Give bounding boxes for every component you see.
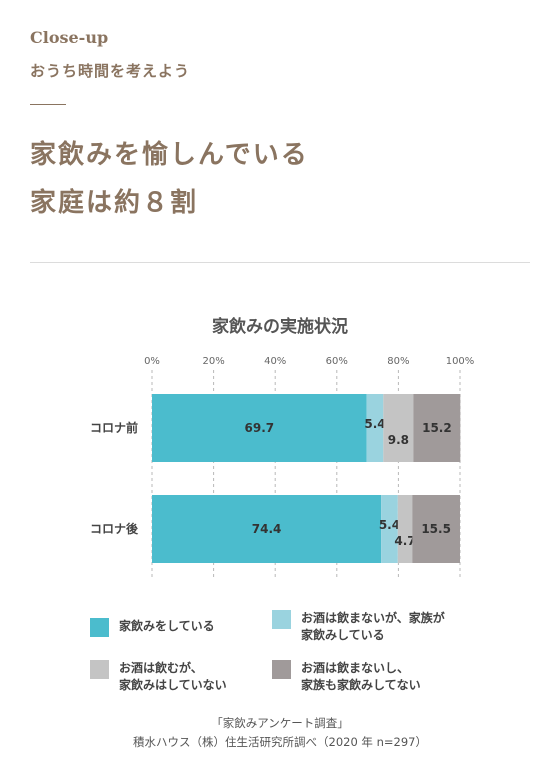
legend-label-2: お酒は飲まないが、家族が 家飲みしている (301, 611, 445, 642)
section-subhead: おうち時間を考えよう (30, 62, 191, 80)
data-label: 9.8 (388, 433, 409, 447)
headline-line-1: 家飲みを愉しんでいる (30, 140, 309, 170)
legend-label-3: お酒は飲むが、 家飲みはしていない (119, 661, 227, 692)
legend-swatch-3 (90, 660, 109, 679)
legend-item-2: お酒は飲まないが、家族が 家飲みしている (272, 610, 445, 644)
bar-segment (413, 394, 461, 462)
source-line-1: 「家飲みアンケート調査」 (211, 716, 349, 730)
x-tick-label: 80% (387, 356, 409, 367)
x-tick-label: 0% (144, 356, 160, 367)
chart-legend: 家飲みをしている お酒は飲まないが、家族が 家飲みしている お酒は飲むが、 家飲… (90, 610, 510, 710)
bar-segment (383, 394, 414, 462)
data-label: 15.2 (422, 421, 452, 435)
section-divider (30, 262, 530, 263)
data-label: 74.4 (252, 522, 282, 536)
x-tick-label: 20% (202, 356, 224, 367)
legend-label-4: お酒は飲まないし、 家族も家飲みしてない (301, 661, 421, 692)
short-divider (30, 104, 66, 105)
data-label: 15.5 (421, 522, 451, 536)
data-label: 69.7 (245, 421, 275, 435)
x-tick-label: 100% (446, 356, 475, 367)
bar-segment (381, 495, 398, 563)
legend-item-1: 家飲みをしている (90, 618, 215, 637)
legend-item-4: お酒は飲まないし、 家族も家飲みしてない (272, 660, 421, 694)
source-note: 「家飲みアンケート調査」 積水ハウス（株）住生活研究所調べ（2020 年 n=2… (0, 714, 560, 752)
bar-segment (397, 495, 413, 563)
bar-segment (152, 394, 367, 462)
bar-segment (366, 394, 384, 462)
bar-segment (152, 495, 382, 563)
data-label: 4.7 (394, 534, 415, 548)
bar-segment (412, 495, 460, 563)
data-label: 5.4 (364, 417, 385, 431)
headline-line-2: 家庭は約８割 (30, 188, 199, 218)
eyebrow-label: Close-up (30, 28, 109, 47)
x-tick-label: 60% (326, 356, 348, 367)
source-line-2: 積水ハウス（株）住生活研究所調べ（2020 年 n=297） (133, 735, 427, 749)
legend-label-1: 家飲みをしている (119, 619, 215, 633)
category-label: コロナ後 (90, 521, 139, 536)
legend-swatch-2 (272, 610, 291, 629)
legend-item-3: お酒は飲むが、 家飲みはしていない (90, 660, 227, 694)
legend-swatch-1 (90, 618, 109, 637)
x-tick-label: 40% (264, 356, 286, 367)
data-label: 5.4 (379, 518, 400, 532)
chart-title: 家飲みの実施状況 (212, 317, 348, 337)
stacked-bar-chart: 0% 20% 40% 60% 80% 100% 69.7 5.49.815.274.4 5.4… (90, 356, 475, 580)
legend-swatch-4 (272, 660, 291, 679)
category-label: コロナ前 (90, 420, 138, 435)
